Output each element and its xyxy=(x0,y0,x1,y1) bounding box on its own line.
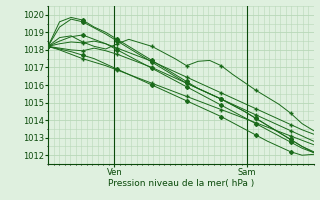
X-axis label: Pression niveau de la mer( hPa ): Pression niveau de la mer( hPa ) xyxy=(108,179,254,188)
